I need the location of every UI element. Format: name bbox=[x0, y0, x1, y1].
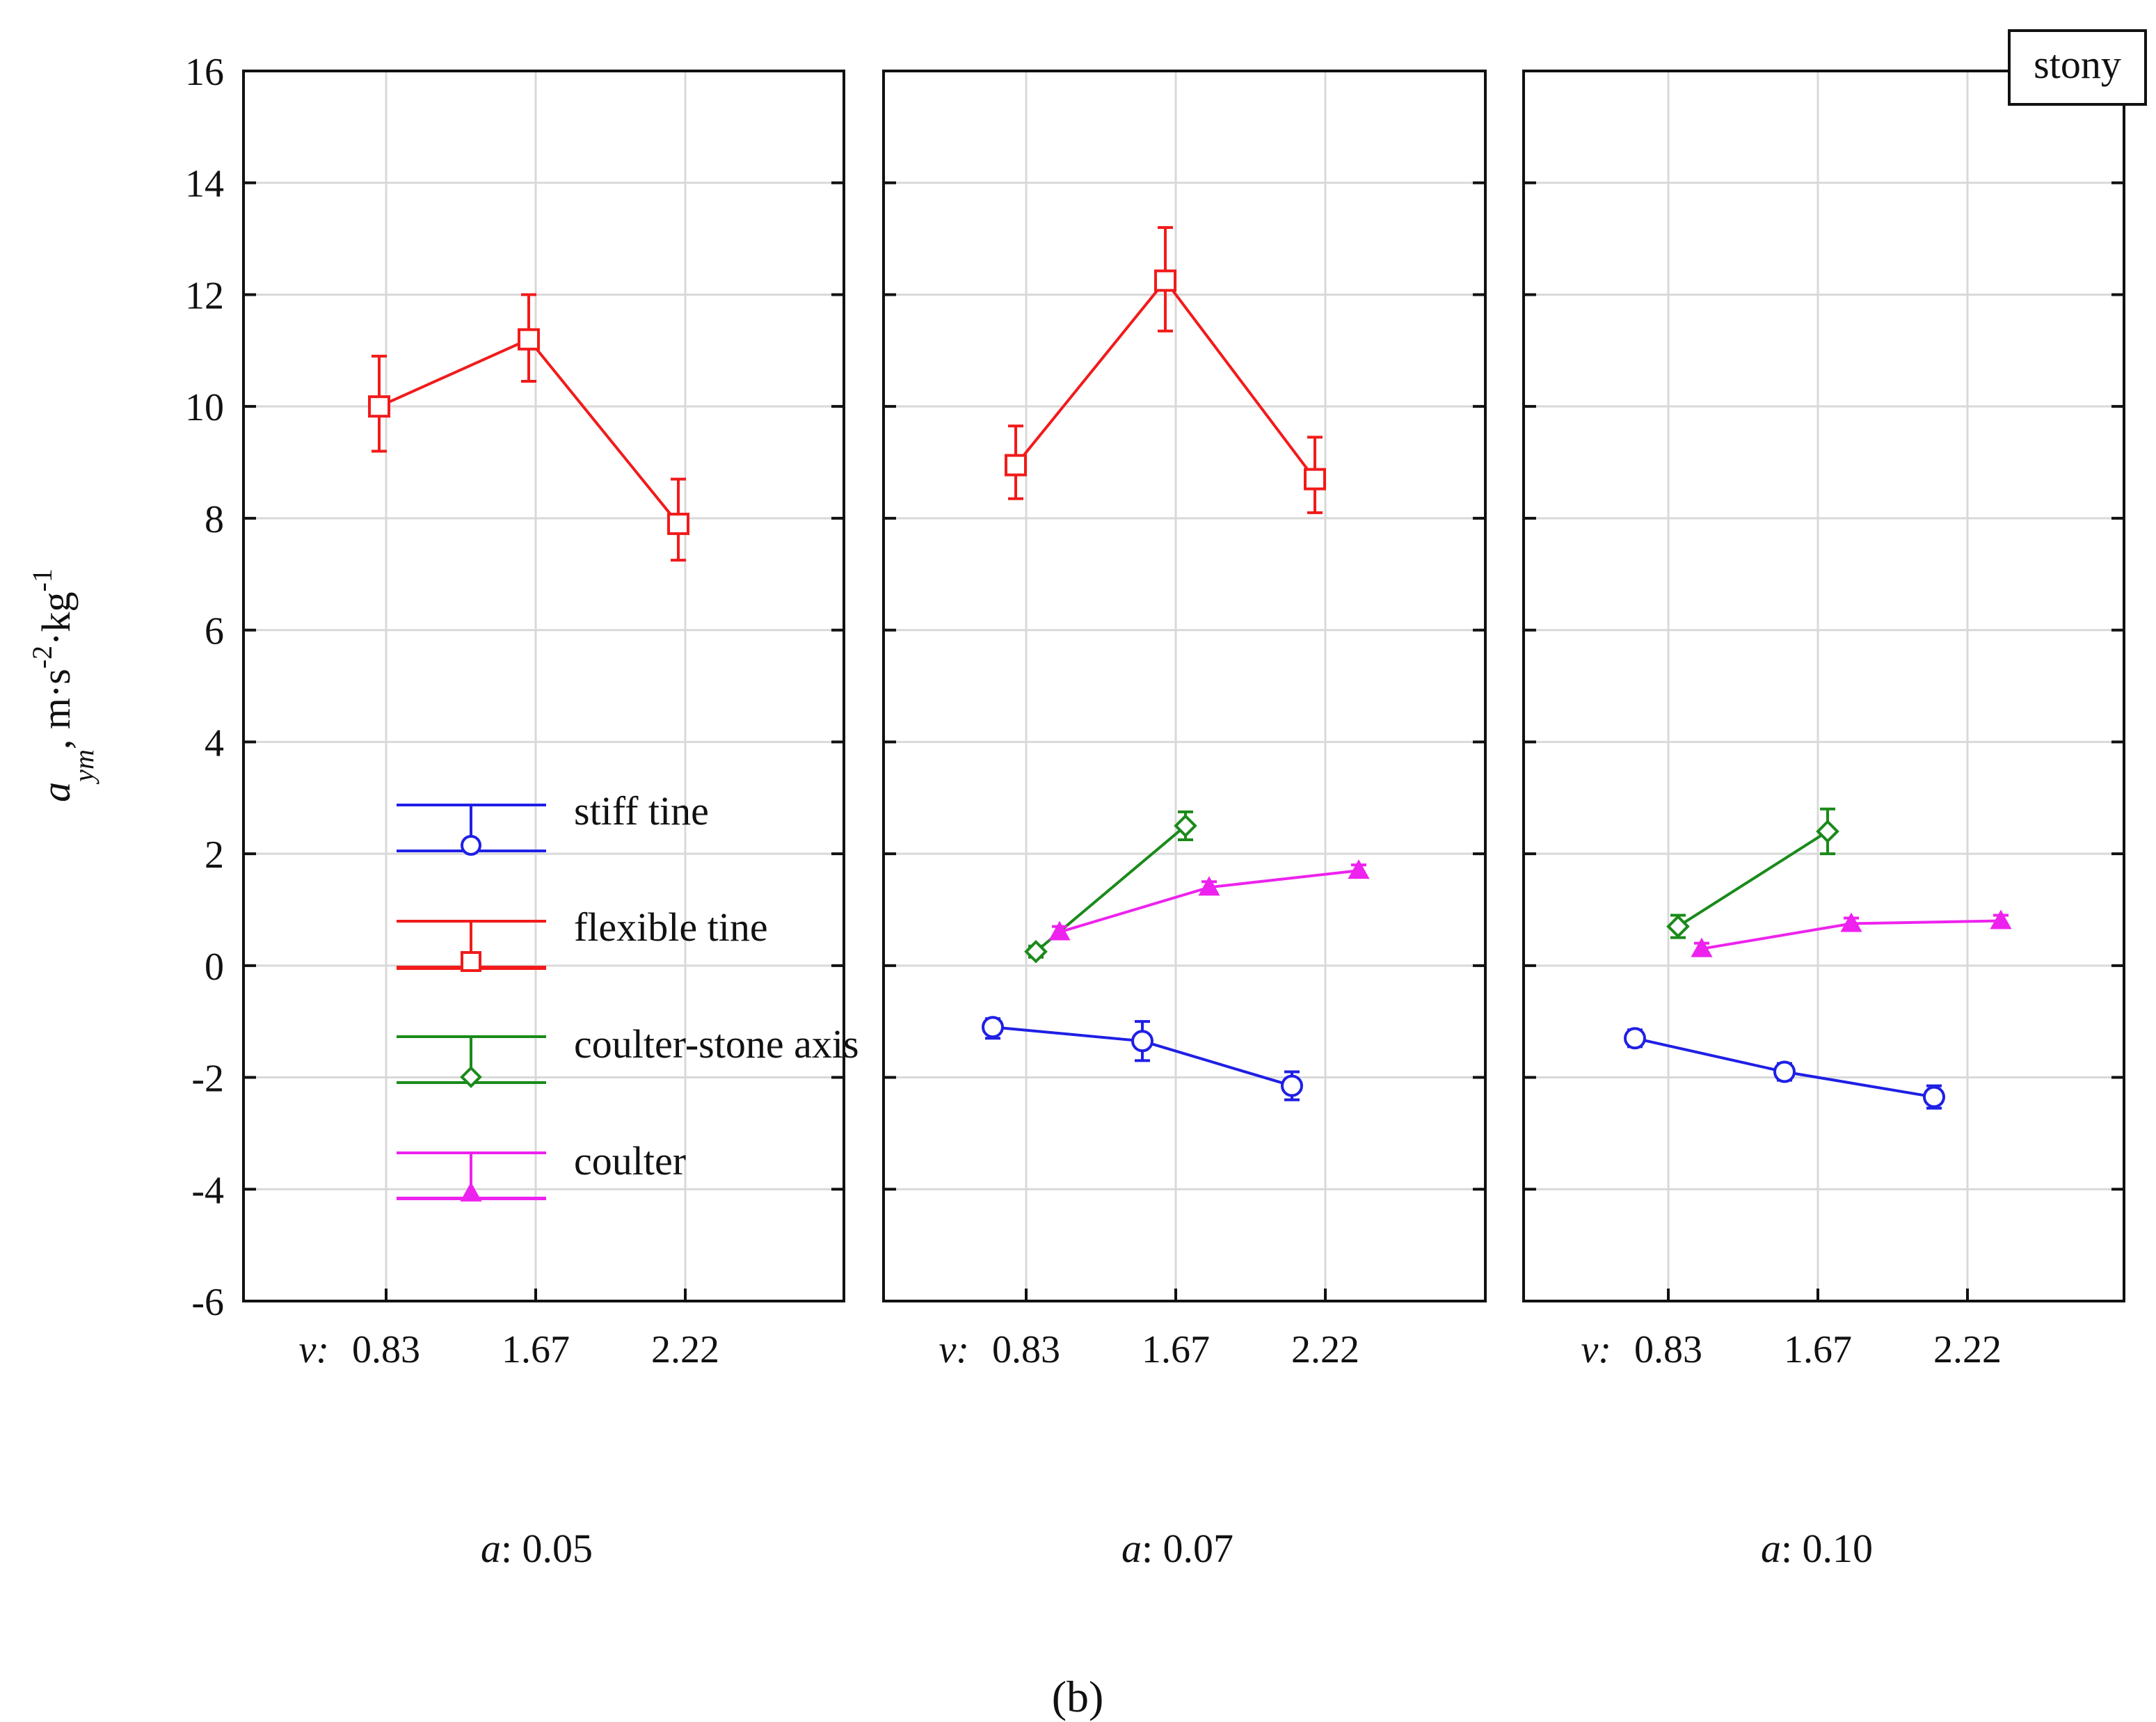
x-tick-label: 1.67 bbox=[1142, 1328, 1210, 1371]
x-tick-label: 1.67 bbox=[1784, 1328, 1852, 1371]
y-tick-label: 16 bbox=[185, 51, 224, 94]
legend: stiff tine flexible tine coulter-stone axi… bbox=[397, 788, 859, 1202]
y-axis-units: , m·s bbox=[33, 669, 79, 749]
x-prefix: v: bbox=[939, 1328, 969, 1371]
data-point bbox=[1304, 468, 1326, 491]
condition-box: stony bbox=[2008, 29, 2147, 106]
x-tick-label: 0.83 bbox=[1634, 1328, 1702, 1371]
panel-frame bbox=[882, 70, 1487, 1302]
data-point bbox=[1923, 1085, 1945, 1108]
series-coulter bbox=[1048, 859, 1370, 941]
y-axis-mid: ·kg bbox=[33, 592, 79, 646]
panel-2: 0.83 1.67 2.22 v: a: 0.07 bbox=[882, 70, 1487, 1571]
data-point bbox=[1773, 1060, 1796, 1083]
panel-label: a: 0.07 bbox=[1121, 1526, 1233, 1571]
y-tick-label: 10 bbox=[185, 386, 224, 429]
y-tick-label: -4 bbox=[191, 1169, 224, 1212]
data-layer bbox=[368, 226, 2012, 1110]
legend-entry-flexible-tine: flexible tine bbox=[397, 904, 768, 972]
data-point bbox=[1131, 1030, 1153, 1053]
data-point bbox=[1840, 912, 1862, 932]
series-flexible-tine bbox=[1005, 226, 1326, 514]
x-tick-label: 0.83 bbox=[992, 1328, 1060, 1371]
legend-label: stiff tine bbox=[574, 788, 709, 834]
data-point bbox=[1005, 454, 1027, 477]
legend-marker bbox=[460, 1181, 482, 1202]
y-tick-label: 12 bbox=[185, 274, 224, 317]
legend-marker bbox=[461, 951, 481, 972]
data-point bbox=[1624, 1027, 1646, 1050]
y-tick-label: 2 bbox=[205, 834, 224, 877]
x-tick-label: 2.22 bbox=[1933, 1328, 2002, 1371]
series-flexible-tine bbox=[368, 293, 689, 562]
data-point bbox=[518, 328, 540, 351]
x-tick-label: 0.83 bbox=[352, 1328, 420, 1371]
data-point bbox=[1348, 859, 1370, 879]
legend-label: coulter-stone axis bbox=[574, 1021, 859, 1067]
data-point bbox=[1816, 820, 1839, 843]
y-axis-symbol: a bbox=[33, 782, 79, 802]
y-tick-label: 6 bbox=[205, 610, 224, 653]
y-tick-label: 0 bbox=[205, 946, 224, 989]
series-stiff-tine bbox=[982, 1016, 1303, 1101]
y-axis-label: aym, m·s-2·kg-1 bbox=[26, 568, 99, 802]
data-point bbox=[1990, 909, 2012, 930]
y-axis-subscript: ym bbox=[68, 749, 99, 785]
data-point bbox=[1048, 920, 1071, 941]
legend-entry-coulter: coulter bbox=[397, 1138, 686, 1202]
series-coulter bbox=[1691, 909, 2012, 957]
data-point bbox=[368, 395, 390, 418]
panel-label: a: 0.05 bbox=[481, 1526, 593, 1571]
series-stiff-tine bbox=[1624, 1027, 1945, 1110]
data-point bbox=[1281, 1074, 1303, 1097]
data-point bbox=[1174, 814, 1197, 838]
condition-label: stony bbox=[2034, 42, 2121, 87]
panel-frame bbox=[242, 70, 845, 1302]
panel-1: 0.83 1.67 2.22 v: a: 0.05 bbox=[242, 70, 845, 1571]
legend-marker bbox=[461, 835, 481, 856]
legend-marker bbox=[460, 1066, 482, 1088]
legend-entry-stiff-tine: stiff tine bbox=[397, 788, 709, 856]
y-axis-sup1: -2 bbox=[26, 646, 58, 669]
data-point bbox=[1154, 269, 1176, 292]
panel-3: 0.83 1.67 2.22 v: a: 0.10 bbox=[1522, 70, 2125, 1571]
y-tick-label: -6 bbox=[191, 1281, 224, 1324]
legend-label: coulter bbox=[574, 1138, 686, 1183]
svg-text:aym, m·s-2·kg-1: aym, m·s-2·kg-1 bbox=[26, 568, 99, 802]
series-coulter-stone-axis bbox=[1666, 807, 1839, 939]
x-tick-label: 2.22 bbox=[651, 1328, 719, 1371]
y-axis-sup2: -1 bbox=[26, 568, 58, 591]
data-point bbox=[1024, 939, 1048, 964]
x-tick-label: 2.22 bbox=[1291, 1328, 1359, 1371]
figure-subtitle: (b) bbox=[1052, 1672, 1104, 1721]
y-tick-label: 8 bbox=[205, 498, 224, 541]
data-point bbox=[1691, 937, 1713, 957]
y-tick-label: 14 bbox=[185, 163, 224, 206]
y-tick-label: -2 bbox=[191, 1058, 224, 1101]
data-point bbox=[667, 512, 689, 535]
panel-frame bbox=[1522, 70, 2125, 1302]
data-point bbox=[1666, 914, 1690, 939]
legend-entry-coulter-stone-axis: coulter-stone axis bbox=[397, 1021, 859, 1088]
panel-label: a: 0.10 bbox=[1761, 1526, 1873, 1571]
panels-layer: 0.83 1.67 2.22 v: a: 0.05 0.83 1.67 2.22 v: a: 0.… bbox=[242, 70, 2125, 1571]
x-tick-label: 1.67 bbox=[502, 1328, 570, 1371]
data-point bbox=[1198, 876, 1220, 896]
y-tick-label: 4 bbox=[205, 722, 224, 765]
x-prefix: v: bbox=[1581, 1328, 1611, 1371]
legend-label: flexible tine bbox=[574, 904, 768, 950]
series-line bbox=[1677, 830, 1829, 928]
data-point bbox=[982, 1016, 1004, 1039]
x-prefix: v: bbox=[298, 1328, 329, 1371]
y-axis: 16 14 12 10 8 6 4 2 0 -2 -4 -6 bbox=[185, 51, 224, 1324]
